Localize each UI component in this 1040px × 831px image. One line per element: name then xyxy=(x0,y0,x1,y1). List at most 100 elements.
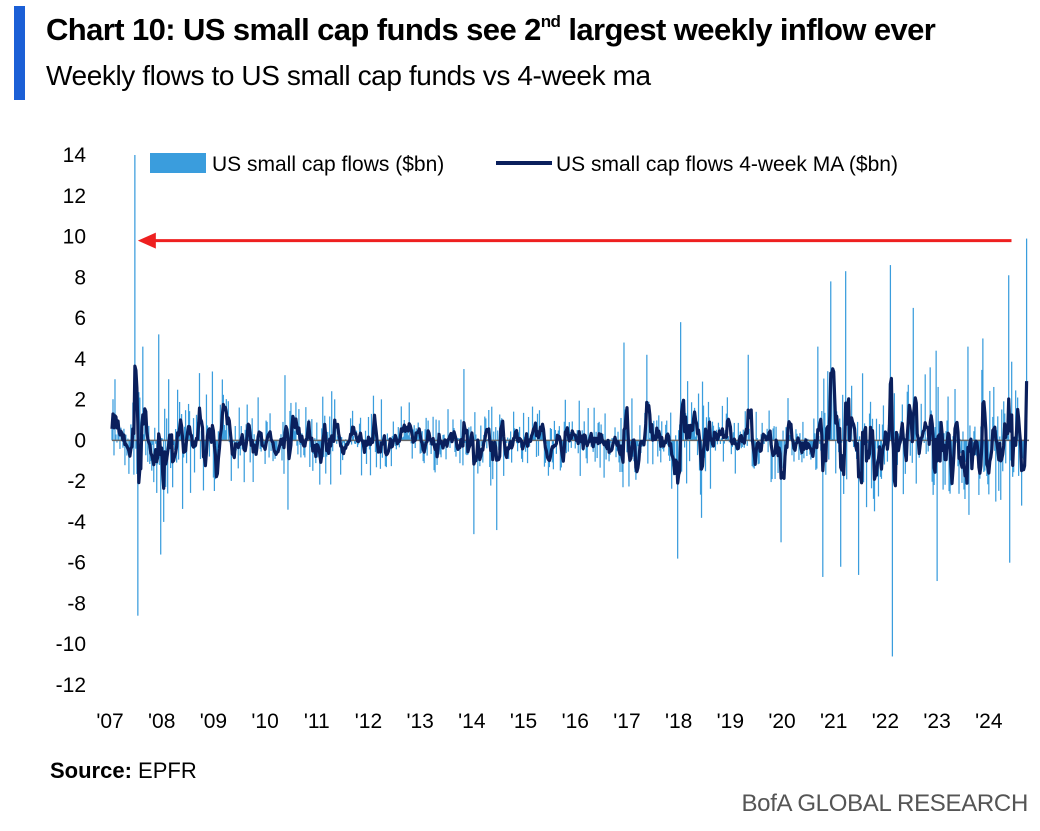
weekly-flow-bar xyxy=(407,435,409,441)
weekly-flow-bar xyxy=(244,429,246,441)
weekly-flow-bar xyxy=(1008,275,1010,441)
y-tick-label: 8 xyxy=(74,266,86,289)
weekly-flow-bar xyxy=(440,440,442,458)
weekly-flow-bar xyxy=(135,440,137,449)
weekly-flow-bar xyxy=(558,426,560,441)
weekly-flow-bar xyxy=(460,419,462,441)
weekly-flow-bar xyxy=(700,440,703,518)
weekly-flow-bar xyxy=(543,440,546,467)
weekly-flow-bar xyxy=(647,440,649,464)
weekly-flow-bar xyxy=(327,431,329,441)
weekly-flow-bar xyxy=(831,374,833,441)
weekly-flow-bar xyxy=(374,440,377,453)
weekly-flow-bar xyxy=(649,437,651,441)
weekly-flow-bar xyxy=(489,440,491,468)
weekly-flow-bar xyxy=(746,440,748,446)
weekly-flow-bar xyxy=(212,440,215,478)
y-tick-label: 0 xyxy=(74,429,86,452)
weekly-flow-bar xyxy=(920,403,922,441)
weekly-flow-bar xyxy=(540,427,543,441)
weekly-flow-bar xyxy=(670,412,672,441)
weekly-flow-bar xyxy=(960,440,962,454)
chart-title: Chart 10: US small cap funds see 2nd lar… xyxy=(46,12,936,48)
weekly-flow-bar xyxy=(293,426,295,441)
weekly-flow-bar xyxy=(628,440,630,487)
weekly-flow-bar xyxy=(173,440,175,446)
weekly-flow-bar xyxy=(846,440,848,480)
weekly-flow-bar xyxy=(536,413,539,441)
weekly-flow-bar xyxy=(531,406,534,441)
weekly-flow-bar xyxy=(402,436,404,441)
weekly-flow-bar xyxy=(822,440,824,577)
weekly-flow-bar xyxy=(944,440,946,485)
weekly-flow-bar xyxy=(789,435,791,441)
weekly-flow-bar xyxy=(734,440,736,474)
weekly-flow-bar xyxy=(723,440,726,444)
weekly-flow-bar xyxy=(603,440,605,478)
weekly-flow-bar xyxy=(434,440,436,473)
weekly-flow-bar xyxy=(538,410,541,441)
weekly-flow-bar xyxy=(711,421,714,441)
weekly-flow-bar xyxy=(567,440,569,452)
brand-footer: BofA GLOBAL RESEARCH xyxy=(741,790,1028,817)
y-tick-label: 10 xyxy=(63,226,86,249)
weekly-flow-bar xyxy=(443,434,445,441)
weekly-flow-bar xyxy=(365,440,368,464)
weekly-flow-bar xyxy=(172,440,174,488)
weekly-flow-bar xyxy=(994,440,996,451)
x-tick-label: '22 xyxy=(872,710,899,733)
weekly-flow-bar xyxy=(722,440,725,462)
weekly-flow-bar xyxy=(779,440,781,450)
weekly-flow-bar xyxy=(630,440,632,444)
weekly-flow-bar xyxy=(189,440,192,493)
weekly-flow-bar xyxy=(909,440,911,456)
weekly-flow-bar xyxy=(454,440,456,453)
weekly-flow-bar xyxy=(886,440,889,462)
weekly-flow-bar xyxy=(184,410,187,441)
x-tick-label: '16 xyxy=(562,710,589,733)
weekly-flow-bar xyxy=(835,440,837,474)
weekly-flow-bar xyxy=(646,354,648,441)
weekly-flow-bar xyxy=(270,440,272,451)
weekly-flow-bar xyxy=(719,440,722,445)
weekly-flow-bar xyxy=(857,440,860,575)
weekly-flow-bar xyxy=(842,394,844,441)
weekly-flow-bar xyxy=(889,265,892,441)
x-tick-label: '10 xyxy=(251,710,278,733)
weekly-flow-bar xyxy=(424,429,426,441)
weekly-flow-bar xyxy=(354,440,357,444)
weekly-flow-bar xyxy=(488,409,490,441)
weekly-flow-bar xyxy=(1009,440,1011,563)
source-value: EPFR xyxy=(131,758,197,783)
weekly-flow-bar xyxy=(720,438,723,441)
weekly-flow-bar xyxy=(311,419,313,441)
weekly-flow-bar xyxy=(162,438,164,441)
weekly-flow-bar xyxy=(309,440,311,467)
weekly-flow-bar xyxy=(815,440,817,470)
weekly-flow-bar xyxy=(294,431,296,441)
weekly-flow-bar xyxy=(367,416,370,441)
weekly-flow-bar xyxy=(625,426,627,441)
weekly-flow-bar xyxy=(312,440,314,471)
weekly-flow-bar xyxy=(925,440,927,455)
weekly-flow-bar xyxy=(666,420,668,441)
weekly-flow-bar xyxy=(349,418,352,441)
weekly-flow-bar xyxy=(983,440,985,473)
weekly-flow-bar xyxy=(1018,440,1020,476)
weekly-flow-bar xyxy=(116,440,118,443)
weekly-flow-bar xyxy=(330,440,332,485)
weekly-flow-bar xyxy=(686,381,689,441)
weekly-flow-bar xyxy=(193,440,196,473)
weekly-flow-bar xyxy=(276,440,278,453)
x-tick-label: '24 xyxy=(975,710,1003,733)
weekly-flow-bar xyxy=(496,440,498,531)
weekly-flow-bar xyxy=(742,429,744,441)
weekly-flow-bar xyxy=(984,440,986,471)
weekly-flow-bar xyxy=(555,440,557,454)
weekly-flow-bar xyxy=(468,427,470,441)
weekly-flow-bar xyxy=(552,440,555,470)
weekly-flow-bar xyxy=(217,431,219,441)
weekly-flow-bar xyxy=(359,417,362,441)
weekly-flow-bar xyxy=(442,434,444,441)
weekly-flow-bar xyxy=(174,440,176,450)
